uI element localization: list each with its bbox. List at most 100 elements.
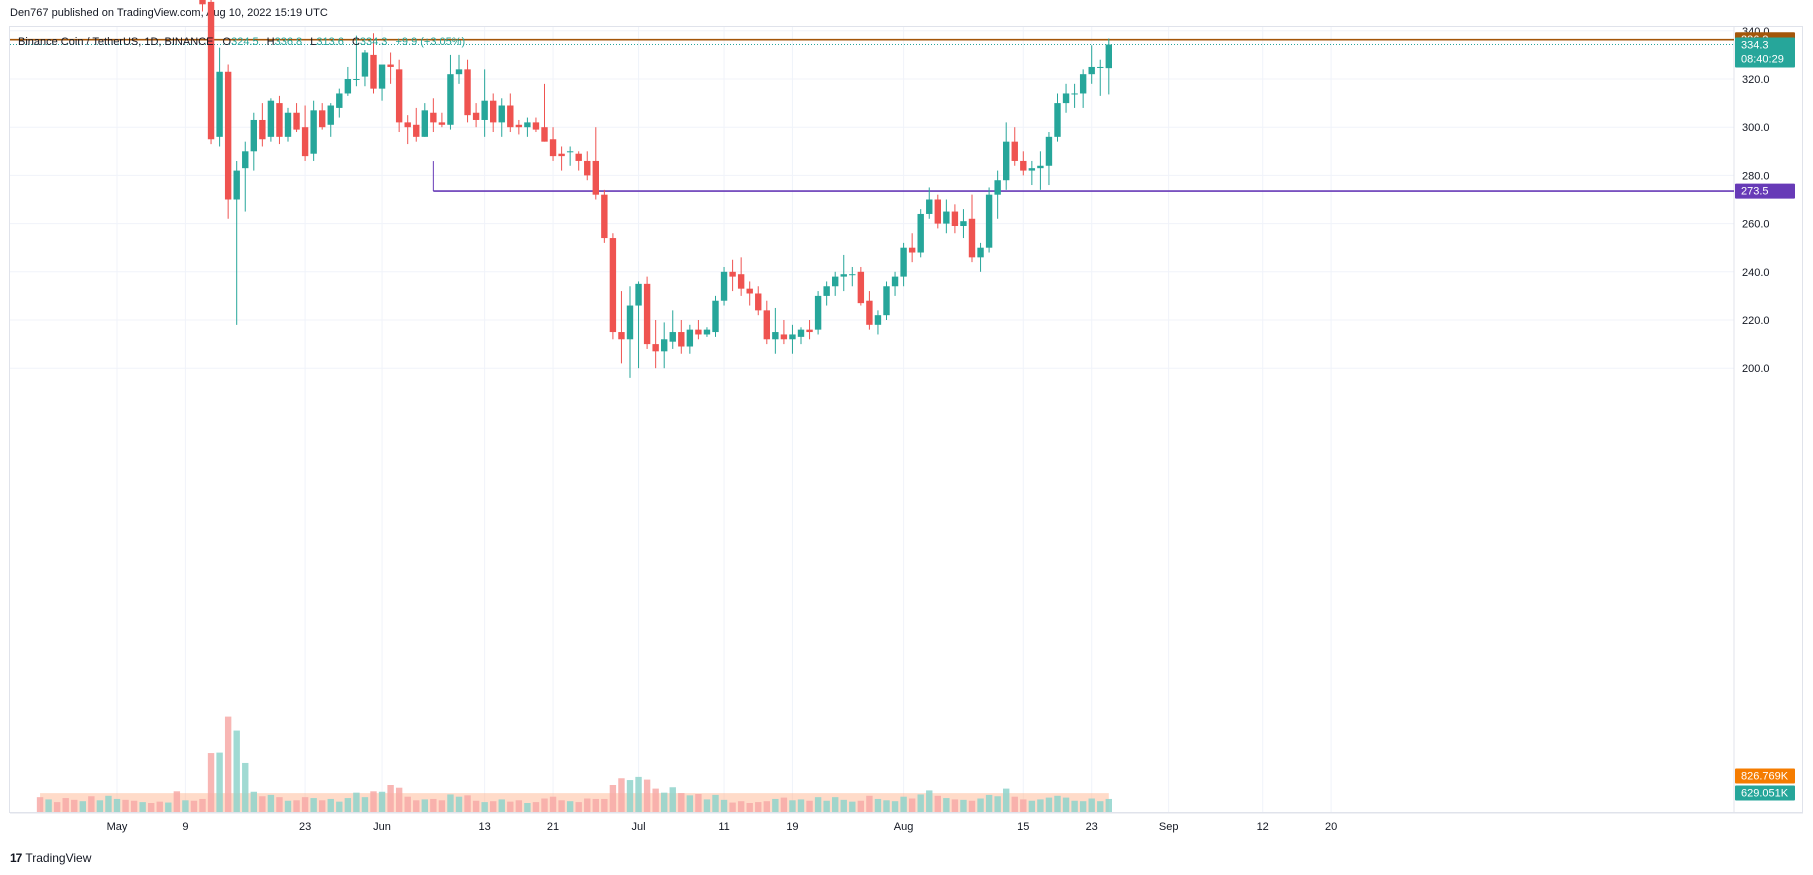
- candle-body: [1071, 93, 1078, 95]
- volume-bar: [156, 801, 163, 812]
- candle-body: [849, 274, 856, 276]
- candle-body: [635, 283, 642, 306]
- candle-body: [686, 329, 694, 347]
- volume-bar: [267, 794, 275, 812]
- x-tick-label: Aug: [894, 821, 914, 833]
- candle-body: [874, 315, 882, 325]
- volume-bar: [36, 797, 44, 812]
- volume-bar: [763, 801, 770, 812]
- candle-body: [447, 74, 454, 125]
- candle-body: [840, 274, 847, 277]
- candle-body: [917, 213, 924, 253]
- level-price-tag-text: 273.5: [1741, 186, 1769, 198]
- y-tick-label: 260.0: [1742, 219, 1770, 231]
- volume-bar: [284, 800, 292, 812]
- volume-bar: [823, 800, 830, 812]
- candle-body: [524, 122, 531, 128]
- candle-body: [737, 274, 745, 289]
- volume-bar: [643, 779, 651, 812]
- candle-body: [336, 93, 343, 108]
- candle-body: [507, 105, 514, 128]
- candle-body: [814, 295, 822, 330]
- symbol-legend: Binance Coin / TetherUS, 1D, BINANCE O32…: [18, 36, 465, 48]
- volume-bar: [720, 799, 728, 812]
- candle-body: [267, 100, 275, 137]
- volume-bar: [387, 785, 394, 812]
- volume-bar: [601, 798, 608, 812]
- candle-body: [558, 153, 565, 157]
- volume-bar: [712, 794, 719, 812]
- volume-bar: [943, 798, 950, 812]
- candle-body: [720, 271, 728, 301]
- tradingview-logo-icon: 17: [10, 851, 22, 865]
- candle-body: [712, 300, 719, 333]
- tradingview-brand[interactable]: 17 TradingView: [10, 851, 91, 865]
- candle-body: [755, 293, 762, 311]
- volume-bar: [1062, 797, 1070, 812]
- candle-body: [481, 100, 488, 120]
- volume-bar: [891, 801, 899, 812]
- volume-bar: [806, 800, 813, 812]
- candle-body: [421, 110, 428, 137]
- volume-bar: [874, 798, 882, 812]
- candle-body: [669, 332, 676, 342]
- low-label: L: [310, 36, 317, 48]
- candle-body: [259, 119, 266, 140]
- volume-bar: [1028, 800, 1036, 812]
- candle-body: [806, 329, 813, 333]
- candle-body: [926, 199, 933, 214]
- candle-body: [344, 79, 352, 94]
- y-tick-label: 300.0: [1742, 122, 1770, 134]
- candle-body: [584, 160, 591, 176]
- volume-bar: [524, 803, 531, 812]
- candle-body: [310, 110, 317, 154]
- volume-bar: [1037, 799, 1044, 812]
- volume-bar: [737, 801, 745, 812]
- candle-body: [319, 110, 326, 128]
- candle-body: [968, 218, 976, 258]
- high-label: H: [266, 36, 275, 48]
- volume-bar: [549, 796, 557, 812]
- candle-body: [242, 151, 249, 169]
- volume-bar: [883, 800, 890, 812]
- x-tick-label: 11: [718, 821, 729, 833]
- volume-bar: [464, 795, 471, 812]
- volume-bar: [507, 801, 514, 812]
- candle-body: [661, 339, 668, 352]
- last-price-tag-text: 08:40:29: [1741, 54, 1784, 66]
- volume-bar: [259, 796, 266, 812]
- volume-bar: [79, 801, 86, 812]
- volume-bar: [173, 791, 181, 812]
- candle-body: [652, 344, 659, 352]
- volume-bar: [353, 792, 360, 812]
- volume-bar: [395, 787, 403, 812]
- candle-body: [387, 64, 394, 67]
- volume-bar: [1020, 799, 1027, 812]
- candle-body: [883, 286, 890, 316]
- volume-bar: [421, 799, 428, 812]
- volume-bar: [139, 802, 146, 812]
- candle-body: [293, 112, 300, 130]
- change-value: +9.9 (+3.05%): [395, 36, 466, 48]
- candle-body: [301, 127, 309, 157]
- candle-body: [276, 103, 283, 137]
- volume-bar: [113, 798, 121, 812]
- volume-bar: [276, 797, 283, 812]
- candle-body: [592, 160, 599, 195]
- volume-bar: [575, 802, 582, 812]
- volume-bar: [344, 798, 352, 812]
- candle-body: [900, 247, 907, 277]
- volume-bar: [1079, 801, 1087, 812]
- candle-body: [515, 124, 523, 128]
- volume-bar: [498, 799, 505, 812]
- candle-body: [797, 329, 805, 337]
- candle-body: [199, 0, 206, 5]
- candle-body: [866, 300, 873, 325]
- volume-bar: [532, 802, 540, 812]
- x-tick-label: 21: [547, 821, 559, 833]
- volume-bar: [190, 800, 198, 812]
- candle-body: [353, 79, 360, 80]
- candle-body: [857, 271, 865, 304]
- y-tick-label: 320.0: [1742, 74, 1770, 86]
